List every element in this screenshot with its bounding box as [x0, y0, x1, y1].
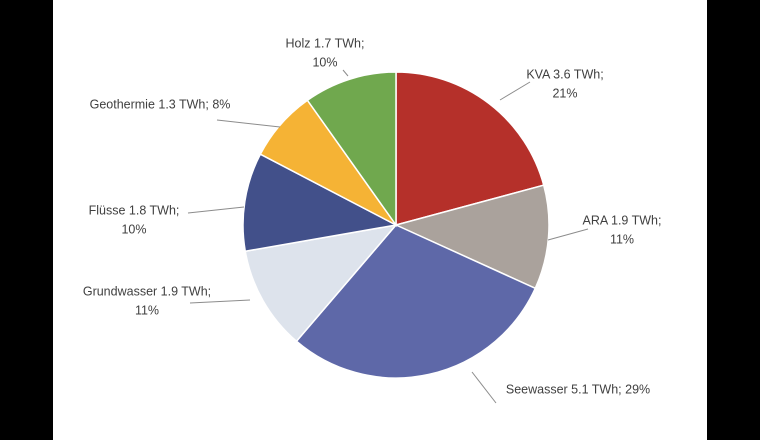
data-label: Grundwasser 1.9 TWh;	[83, 284, 211, 298]
leader-line	[547, 228, 589, 241]
pie-slice	[395, 71, 545, 226]
pie-slice	[295, 224, 537, 379]
data-label: Geothermie 1.3 TWh; 8%	[90, 97, 231, 111]
data-label: 21%	[552, 86, 577, 100]
leader-line	[342, 69, 349, 77]
leader-line	[187, 206, 245, 214]
data-label: 10%	[312, 55, 337, 69]
data-label: 11%	[135, 303, 159, 317]
leader-line	[189, 299, 251, 304]
data-label: ARA 1.9 TWh;	[583, 213, 662, 227]
data-label: KVA 3.6 TWh;	[526, 67, 603, 81]
pie-slice	[393, 184, 550, 290]
data-label: Flüsse 1.8 TWh;	[89, 203, 180, 217]
leader-line	[216, 119, 281, 128]
leader-line	[499, 81, 531, 101]
data-label: Holz 1.7 TWh;	[286, 36, 365, 50]
pie-slice	[244, 223, 398, 343]
data-label: 11%	[610, 232, 634, 246]
pie-slice	[306, 71, 397, 228]
data-label: Seewasser 5.1 TWh; 29%	[506, 382, 650, 396]
leader-line	[471, 371, 497, 404]
pie-slice	[242, 153, 399, 253]
data-label: 10%	[121, 222, 146, 236]
